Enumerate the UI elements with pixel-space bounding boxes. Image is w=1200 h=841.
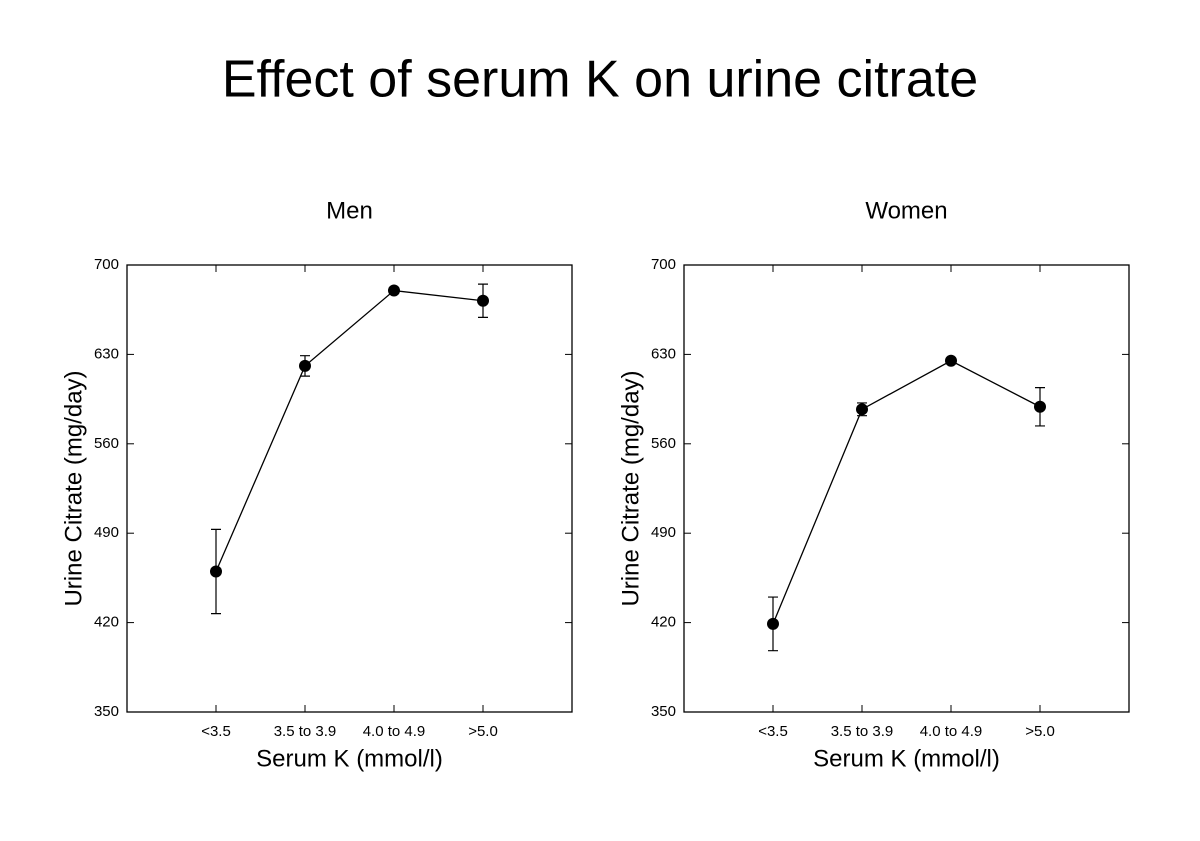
x-tick-label: 3.5 to 3.9 <box>831 723 894 740</box>
y-axis-label: Urine Citrate (mg/day) <box>617 370 644 606</box>
x-tick-label: >5.0 <box>1025 723 1055 740</box>
x-tick-label: >5.0 <box>468 723 498 740</box>
y-tick-label: 700 <box>651 256 676 273</box>
data-point <box>856 403 868 416</box>
y-tick-label: 420 <box>94 614 119 631</box>
y-tick-label: 490 <box>651 524 676 541</box>
page-title: Effect of serum K on urine citrate <box>222 51 978 109</box>
y-tick-label: 700 <box>94 256 119 273</box>
plot: Women 350 420 490 560 630 700 <3.5 3.5 to 3.9 4.0… <box>617 197 1130 772</box>
data-point <box>945 354 957 367</box>
x-tick-label: 3.5 to 3.9 <box>274 723 337 740</box>
data-point <box>767 617 779 630</box>
y-tick-label: 560 <box>94 435 119 452</box>
data-point <box>299 359 311 372</box>
plot-frame <box>126 264 573 713</box>
y-tick-label: 420 <box>651 614 676 631</box>
y-tick-label: 350 <box>94 703 119 720</box>
data-point <box>388 284 400 297</box>
data-point <box>477 294 489 307</box>
plot-title: Men <box>326 197 373 224</box>
plot: Men 350 420 490 560 630 700 <3.5 3.5 to 3.9 4.0 t… <box>60 197 573 772</box>
y-tick-label: 630 <box>651 345 676 362</box>
data-point <box>1034 400 1046 413</box>
x-tick-label: <3.5 <box>201 723 231 740</box>
y-tick-label: 490 <box>94 524 119 541</box>
x-tick-label: 4.0 to 4.9 <box>920 723 983 740</box>
x-axis-label: Serum K (mmol/l) <box>813 745 1000 772</box>
y-tick-label: 560 <box>651 435 676 452</box>
y-axis-label: Urine Citrate (mg/day) <box>60 370 87 606</box>
plot-title: Women <box>865 197 947 224</box>
data-point <box>210 565 222 578</box>
x-tick-label: 4.0 to 4.9 <box>363 723 426 740</box>
data-line <box>772 360 1041 625</box>
y-tick-label: 630 <box>94 345 119 362</box>
data-line <box>215 289 484 572</box>
plot-frame <box>683 264 1130 713</box>
x-tick-label: <3.5 <box>758 723 788 740</box>
y-tick-label: 350 <box>651 703 676 720</box>
x-axis-label: Serum K (mmol/l) <box>256 745 443 772</box>
